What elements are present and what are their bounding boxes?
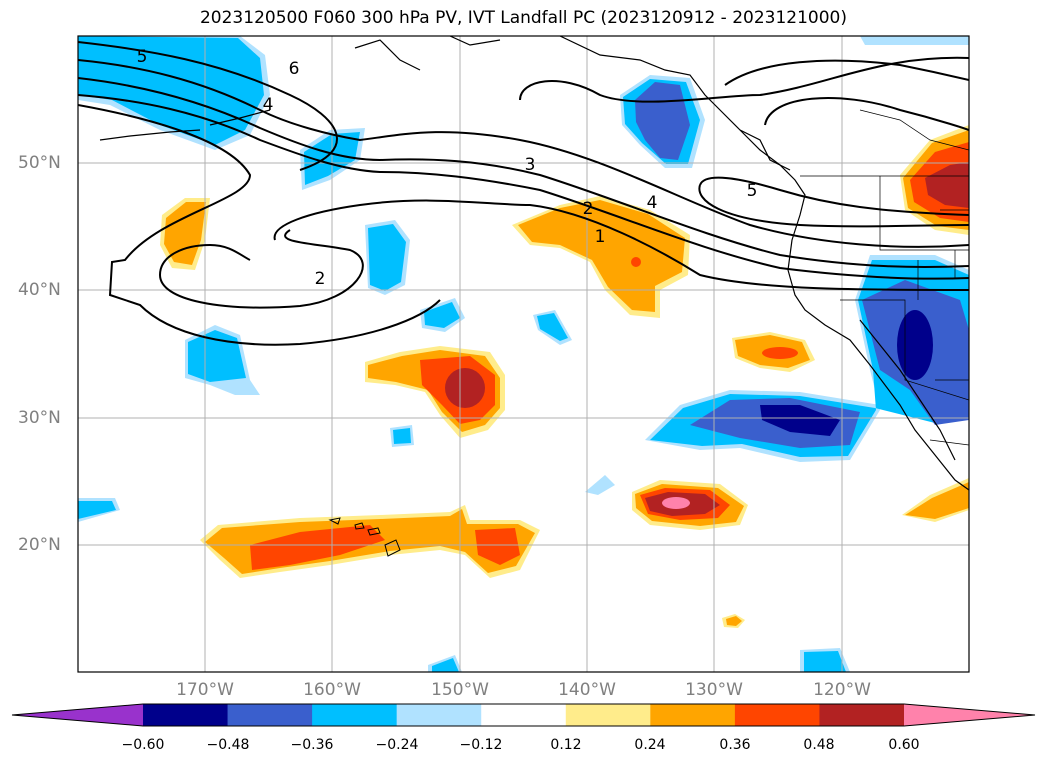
colorbar-outline — [11, 703, 1036, 727]
contour-label-group: 5 6 4 3 2 4 1 5 2 — [137, 47, 758, 289]
latitude-label: 20°N — [18, 535, 61, 555]
contour-label: 5 — [747, 181, 758, 201]
colorbar-segment — [12, 704, 143, 726]
contour-label: 3 — [525, 155, 536, 175]
map-title: 2023120500 F060 300 hPa PV, IVT Landfall… — [199, 8, 847, 28]
contour-label: 5 — [137, 47, 148, 67]
contour-label: 2 — [315, 269, 326, 289]
colorbar-tick-label: −0.36 — [290, 737, 334, 753]
colorbar-tick-label: −0.12 — [459, 737, 503, 753]
longitude-label: 120°W — [813, 680, 871, 700]
colorbar-segment — [227, 704, 313, 726]
colorbar-segment — [734, 704, 820, 726]
latitude-label: 40°N — [18, 280, 61, 300]
colorbar-segment — [565, 704, 651, 726]
colorbar-segment — [904, 704, 1035, 726]
latitude-label: 30°N — [18, 408, 61, 428]
hawaii-islands — [328, 517, 401, 557]
map-frame — [77, 35, 970, 673]
gridlines — [78, 36, 969, 672]
contour-label: 1 — [595, 227, 606, 247]
colorbar-tick-label: −0.60 — [121, 737, 165, 753]
colorbar-segment — [650, 704, 736, 726]
negative-anomaly-fields — [78, 36, 969, 672]
colorbar-tick-label: 0.24 — [634, 737, 666, 753]
longitude-label: 170°W — [176, 680, 234, 700]
contour-label: 2 — [583, 199, 594, 219]
contour-label: 4 — [647, 193, 658, 213]
longitude-label: 140°W — [558, 680, 616, 700]
contour-label: 6 — [289, 59, 300, 79]
coastlines — [99, 36, 969, 491]
colorbar-tick-label: 0.48 — [803, 737, 835, 753]
borders — [800, 109, 969, 446]
latitude-label: 50°N — [18, 153, 61, 173]
colorbar-segment — [481, 704, 567, 726]
map-area: 5 6 4 3 2 4 1 5 2 — [78, 36, 969, 672]
pv-contours — [78, 41, 969, 346]
colorbar-segment — [143, 704, 229, 726]
colorbar-tick-label: 0.12 — [550, 737, 582, 753]
colorbar-segment — [312, 704, 398, 726]
colorbar-tick-label: −0.48 — [206, 737, 250, 753]
colorbar-tick-label: 0.60 — [888, 737, 920, 753]
colorbar-tick-label: −0.24 — [375, 737, 419, 753]
colorbar — [11, 703, 1036, 727]
longitude-label: 150°W — [431, 680, 489, 700]
longitude-label: 160°W — [303, 680, 361, 700]
longitude-label: 130°W — [685, 680, 743, 700]
colorbar-segment — [819, 704, 905, 726]
colorbar-tick-label: 0.36 — [719, 737, 751, 753]
colorbar-segment — [396, 704, 482, 726]
contour-label: 4 — [263, 95, 274, 115]
